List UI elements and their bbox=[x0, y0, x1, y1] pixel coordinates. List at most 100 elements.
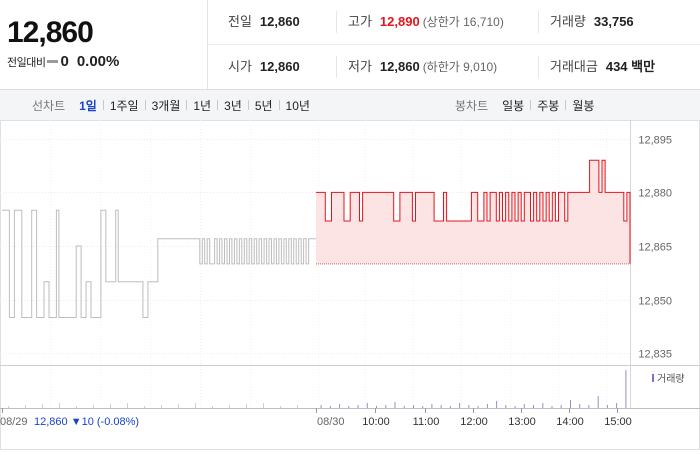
today-date-label: 08/30 bbox=[317, 416, 345, 428]
prev-volume-bar bbox=[280, 406, 281, 408]
tab-divider bbox=[217, 100, 219, 110]
stat-label: 거래량 bbox=[550, 14, 586, 29]
prev-volume-bar bbox=[127, 403, 128, 408]
y-tick-label: 12,865 bbox=[638, 242, 672, 254]
prev-volume-bar bbox=[8, 406, 9, 408]
stat-value: 12,860 bbox=[259, 59, 300, 74]
chart-tabbar: 선차트 1일 1주일 3개월 1년 3년 5년 10년 봉차트 일봉 주봉 월봉 bbox=[0, 89, 700, 121]
candle-chart-label: 봉차트 bbox=[455, 98, 489, 113]
volume-bar bbox=[606, 405, 608, 408]
volume-bar bbox=[588, 405, 590, 408]
stat-high: 고가 12,890 (상한가 16,710) bbox=[336, 11, 504, 33]
stat-sub: (하한가 9,010) bbox=[422, 60, 498, 74]
stat-label: 저가 bbox=[348, 59, 372, 74]
volume-bar bbox=[560, 405, 562, 408]
tab-divider bbox=[278, 100, 280, 110]
volume-bar bbox=[376, 406, 377, 408]
volume-bar bbox=[394, 402, 396, 408]
price-summary: 12,860 전일대비 0 0.00% bbox=[0, 0, 208, 89]
today-line bbox=[316, 159, 631, 264]
prev-volume-bar bbox=[25, 405, 26, 408]
stat-value: 12,860 bbox=[379, 59, 420, 74]
volume-bar bbox=[366, 403, 368, 408]
volume-bar bbox=[348, 406, 350, 408]
x-tick-label: 11:00 bbox=[413, 416, 440, 428]
prev-day-date-label: 08/29 bbox=[0, 416, 28, 428]
volume-bar bbox=[431, 404, 433, 408]
volume-bar bbox=[449, 406, 451, 408]
current-price: 12,860 bbox=[7, 16, 94, 49]
intraday-chart: 12,895 12,880 12,865 12,850 12,835 거래량 10:00 11… bbox=[0, 120, 700, 450]
today-area-fill bbox=[316, 160, 630, 264]
tab-divider bbox=[247, 100, 249, 110]
tab-monthly-candle[interactable]: 월봉 bbox=[572, 98, 595, 113]
prev-day-change-pct: (-0.08%) bbox=[97, 416, 139, 428]
line-chart-label: 선차트 bbox=[32, 98, 66, 113]
volume-bar bbox=[486, 404, 488, 408]
prev-volume-bar bbox=[161, 405, 162, 408]
volume-bar bbox=[496, 401, 498, 408]
prev-volume-bar bbox=[195, 403, 196, 408]
volume-bar bbox=[551, 406, 553, 408]
prev-volume-bar bbox=[110, 404, 111, 408]
stat-label: 거래대금 bbox=[550, 59, 598, 74]
stat-open: 시가 12,860 bbox=[228, 45, 300, 89]
stat-value: 12,890 bbox=[379, 14, 420, 29]
tab-divider bbox=[144, 100, 146, 110]
volume-bar bbox=[329, 406, 331, 408]
change-label: 전일대비 bbox=[7, 56, 46, 69]
x-tick-label: 14:00 bbox=[556, 416, 584, 428]
tab-3year[interactable]: 3년 bbox=[224, 98, 242, 113]
prev-volume-bar bbox=[76, 406, 77, 408]
volume-bar bbox=[533, 405, 534, 408]
x-tick-label: 15:00 bbox=[604, 416, 632, 428]
volume-bar bbox=[597, 396, 599, 408]
volume-bar bbox=[385, 405, 387, 408]
volume-bar bbox=[579, 404, 581, 408]
tab-3month[interactable]: 3개월 bbox=[151, 98, 181, 113]
x-tick-label: 13:00 bbox=[508, 416, 536, 428]
chart-svg: 12,895 12,880 12,865 12,850 12,835 거래량 10:00 11… bbox=[0, 120, 700, 450]
tab-weekly-candle[interactable]: 주봉 bbox=[537, 98, 560, 113]
prev-day-price: 12,860 bbox=[34, 416, 71, 428]
volume-bar bbox=[440, 405, 442, 408]
prev-volume-bar bbox=[263, 403, 264, 408]
stat-row: 시가 12,860 저가 12,860 (하한가 9,010) 거래대금 434 백만 bbox=[208, 45, 700, 89]
prev-volume-bar bbox=[229, 405, 230, 408]
stat-amount: 거래대금 434 백만 bbox=[538, 56, 655, 78]
prev-volume-bar bbox=[212, 406, 213, 408]
volume-bar bbox=[320, 405, 322, 408]
x-tick-label: 10:00 bbox=[362, 416, 390, 428]
volume-bar bbox=[570, 400, 571, 408]
stat-value: 434 백만 bbox=[605, 59, 656, 74]
prev-day-summary: 12,860 ▼10 (-0.08%) bbox=[34, 416, 139, 428]
volume-bar bbox=[413, 405, 414, 408]
tab-1week[interactable]: 1주일 bbox=[109, 98, 139, 113]
volume-bar bbox=[616, 403, 618, 408]
volume-bar bbox=[403, 406, 405, 408]
volume-bar bbox=[468, 405, 470, 408]
volume-bar bbox=[625, 370, 627, 408]
prev-volume-bar bbox=[178, 404, 179, 408]
tab-1year[interactable]: 1년 bbox=[193, 98, 212, 113]
y-tick-label: 12,850 bbox=[638, 296, 672, 308]
stat-value: 12,860 bbox=[259, 14, 300, 29]
tab-divider bbox=[565, 100, 567, 110]
tab-1day[interactable]: 1일 bbox=[79, 98, 97, 113]
tab-5year[interactable]: 5년 bbox=[254, 98, 273, 113]
line-chart-tabs: 선차트 1일 1주일 3개월 1년 3년 5년 10년 bbox=[32, 90, 314, 120]
volume-bar bbox=[505, 405, 507, 408]
tab-10year[interactable]: 10년 bbox=[285, 98, 310, 113]
stat-prev-close: 전일 12,860 bbox=[228, 0, 300, 44]
volume-bar bbox=[477, 406, 479, 408]
prev-volume-bar bbox=[246, 404, 247, 408]
change-value: 0 bbox=[60, 53, 69, 70]
tab-daily-candle[interactable]: 일봉 bbox=[502, 98, 525, 113]
prev-volume-bar bbox=[42, 404, 43, 408]
stat-row: 전일 12,860 고가 12,890 (상한가 16,710) 거래량 33,756 bbox=[208, 0, 700, 45]
stat-low: 저가 12,860 (하한가 9,010) bbox=[336, 56, 497, 78]
prev-volume-bar bbox=[144, 406, 145, 408]
y-tick-label: 12,835 bbox=[638, 349, 672, 361]
change-percent: 0.00% bbox=[76, 53, 120, 70]
